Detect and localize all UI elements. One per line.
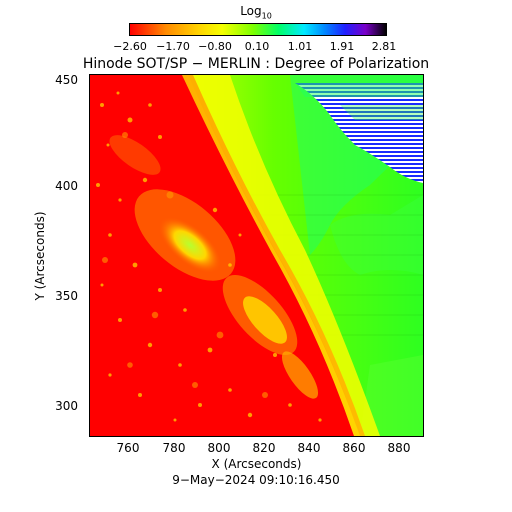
- colorbar: [129, 23, 387, 36]
- y-axis-label: Y (Arcseconds): [33, 211, 47, 301]
- colorbar-tick-label: −2.60: [113, 40, 147, 53]
- x-tick-label: 820: [252, 441, 276, 455]
- colorbar-title-subscript: 10: [261, 11, 272, 21]
- observation-timestamp: 9−May−2024 09:10:16.450: [172, 473, 340, 487]
- colorbar-tick-label: 1.91: [329, 40, 355, 53]
- y-tick-label: 350: [55, 289, 78, 303]
- colorbar-tick-label: 0.10: [244, 40, 270, 53]
- x-tick-label: 760: [116, 441, 140, 455]
- x-axis-label: X (Arcseconds): [211, 457, 302, 471]
- colorbar-tick-label: −0.80: [198, 40, 232, 53]
- colorbar-tick-label: 2.81: [371, 40, 397, 53]
- polarization-map-image: [90, 75, 423, 436]
- polarization-map: [89, 74, 424, 437]
- y-tick-label: 450: [55, 73, 78, 87]
- y-tick-label: 400: [55, 179, 78, 193]
- colorbar-tick-label: −1.70: [156, 40, 190, 53]
- x-tick-label: 860: [342, 441, 366, 455]
- x-tick-label: 840: [297, 441, 321, 455]
- x-tick-label: 780: [162, 441, 186, 455]
- y-tick-label: 300: [55, 399, 78, 413]
- x-tick-label: 800: [207, 441, 231, 455]
- x-tick-label: 880: [387, 441, 411, 455]
- colorbar-title-main: Log: [240, 4, 262, 18]
- colorbar-title: Log10: [0, 4, 512, 20]
- plot-title: Hinode SOT/SP − MERLIN : Degree of Polar…: [82, 56, 430, 72]
- colorbar-tick-label: 1.01: [287, 40, 313, 53]
